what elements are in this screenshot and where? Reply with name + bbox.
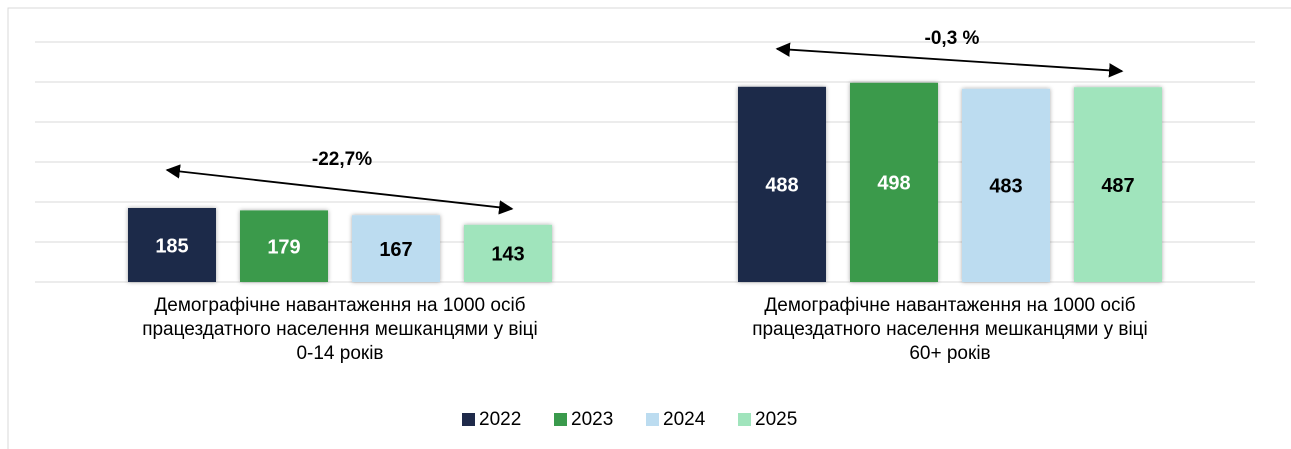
bar	[962, 88, 1050, 282]
data-label: 488	[765, 175, 798, 197]
trend-arrow	[775, 42, 1124, 78]
annotation: -22,7%	[312, 149, 372, 170]
bar	[1074, 87, 1162, 282]
legend-label: 2023	[571, 409, 613, 430]
legend-swatch	[738, 413, 751, 426]
legend-swatch	[646, 413, 659, 426]
bar	[128, 208, 216, 282]
bar	[464, 224, 552, 282]
bar	[352, 215, 440, 282]
trend-arrow	[165, 164, 514, 215]
legend-label: 2024	[663, 409, 706, 430]
data-label: 498	[877, 173, 910, 195]
category-label: Демографічне навантаження на 1000 осіб п…	[142, 295, 538, 364]
data-label: 179	[267, 236, 300, 258]
data-label: 185	[155, 235, 188, 257]
data-label: 487	[1101, 175, 1134, 197]
legend-label: 2025	[755, 409, 797, 430]
category-label: Демографічне навантаження на 1000 осіб п…	[752, 295, 1148, 364]
legend-swatch	[554, 413, 567, 426]
bar	[738, 86, 826, 282]
bar	[240, 210, 328, 282]
legend-label: 2022	[479, 409, 521, 430]
annotation: -0,3 %	[925, 28, 980, 49]
bar	[850, 82, 938, 282]
data-label: 483	[989, 176, 1022, 198]
chart-border	[7, 7, 1291, 449]
legend-swatch	[462, 413, 475, 426]
data-label: 167	[379, 239, 412, 261]
data-label: 143	[491, 244, 524, 266]
